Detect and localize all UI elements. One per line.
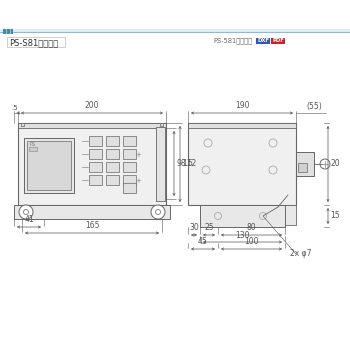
Text: PS: PS: [29, 142, 35, 147]
Text: DXF: DXF: [257, 38, 269, 43]
Text: 15: 15: [330, 211, 340, 220]
Text: (55): (55): [306, 102, 322, 111]
Bar: [123, 175, 136, 185]
Bar: [21, 123, 24, 126]
Bar: [123, 149, 136, 159]
Text: 80: 80: [247, 224, 256, 232]
Text: 45: 45: [198, 238, 208, 246]
Bar: [7, 37, 65, 47]
Text: 2x φ7: 2x φ7: [290, 250, 312, 259]
Bar: [298, 163, 307, 172]
Bar: [89, 175, 102, 185]
Bar: [18, 123, 166, 128]
Bar: [14, 205, 170, 219]
Text: 112: 112: [182, 160, 197, 168]
Bar: [123, 183, 136, 193]
Circle shape: [19, 205, 33, 219]
Bar: [18, 123, 166, 205]
Bar: [156, 127, 165, 201]
Text: PS-S81外形尺寸: PS-S81外形尺寸: [9, 38, 58, 48]
Bar: [0, 32, 350, 33]
Bar: [89, 162, 102, 172]
Text: 20: 20: [330, 160, 340, 168]
Bar: [256, 37, 270, 44]
Bar: [188, 123, 296, 128]
Text: 100: 100: [244, 238, 259, 246]
Text: PS-581外形尺寸: PS-581外形尺寸: [213, 38, 252, 44]
Text: 130: 130: [235, 231, 250, 239]
Bar: [188, 123, 296, 205]
Text: +: +: [135, 152, 141, 158]
Bar: [29, 147, 37, 151]
Bar: [242, 205, 296, 225]
Bar: [106, 175, 119, 185]
Bar: [200, 205, 285, 227]
Text: 25: 25: [204, 224, 214, 232]
Text: 200: 200: [85, 102, 99, 111]
Bar: [123, 136, 136, 146]
Bar: [3, 29, 13, 34]
Text: 98.5: 98.5: [176, 159, 193, 168]
Text: 面: 面: [6, 27, 10, 36]
Bar: [24, 138, 74, 193]
Text: PDF: PDF: [272, 38, 284, 43]
Bar: [0, 29, 350, 33]
Text: 41: 41: [24, 216, 34, 224]
Bar: [106, 136, 119, 146]
Bar: [271, 37, 285, 44]
Text: 30: 30: [189, 224, 199, 232]
Bar: [160, 123, 163, 126]
Text: +: +: [135, 178, 141, 184]
Bar: [296, 152, 314, 176]
Text: .5: .5: [12, 105, 18, 111]
Circle shape: [151, 205, 165, 219]
Bar: [89, 149, 102, 159]
Bar: [27, 141, 71, 190]
Bar: [89, 136, 102, 146]
Text: 165: 165: [85, 222, 99, 231]
Text: 190: 190: [235, 102, 249, 111]
Bar: [123, 162, 136, 172]
Bar: [106, 162, 119, 172]
Bar: [106, 149, 119, 159]
